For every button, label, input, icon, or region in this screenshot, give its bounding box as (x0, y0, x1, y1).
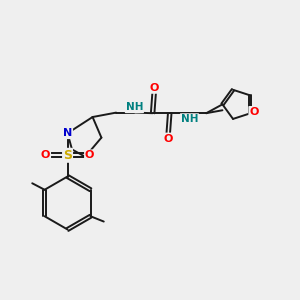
Text: O: O (164, 134, 173, 143)
Text: O: O (249, 107, 259, 117)
Text: N: N (63, 128, 72, 138)
Text: O: O (85, 150, 94, 160)
Text: O: O (149, 83, 159, 93)
Text: NH: NH (181, 114, 198, 124)
Text: O: O (41, 150, 50, 160)
Text: NH: NH (126, 102, 143, 112)
Text: S: S (63, 149, 72, 162)
